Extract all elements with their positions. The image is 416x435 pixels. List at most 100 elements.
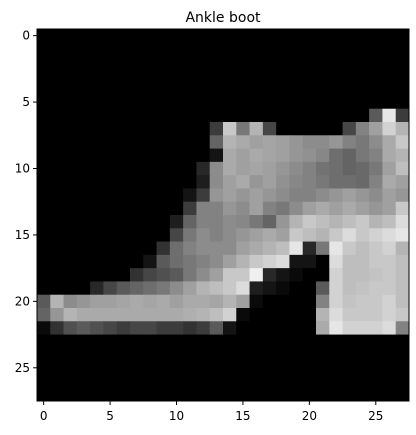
pixel-cell: [116, 308, 131, 322]
pixel-cell: [209, 82, 224, 96]
pixel-cell: [249, 334, 264, 349]
pixel-cell: [316, 215, 330, 229]
pixel-cell: [289, 122, 304, 136]
pixel-cell: [316, 241, 330, 256]
pixel-cell: [63, 254, 78, 269]
pixel-cell: [355, 42, 370, 56]
pixel-cell: [130, 108, 144, 123]
pixel-cell: [50, 215, 64, 229]
pixel-cell: [209, 361, 224, 375]
pixel-cell: [50, 294, 64, 309]
pixel-cell: [209, 268, 224, 282]
pixel-cell: [395, 42, 410, 56]
pixel-cell: [236, 108, 250, 123]
pixel-cell: [262, 308, 277, 322]
pixel-cell: [249, 95, 264, 110]
pixel-cell: [50, 55, 64, 70]
pixel-cell: [50, 42, 64, 56]
pixel-cell: [37, 308, 51, 322]
pixel-cell: [50, 374, 64, 389]
pixel-cell: [302, 29, 317, 43]
pixel-cell: [37, 347, 51, 362]
pixel-cell: [76, 228, 91, 242]
pixel-cell: [90, 135, 104, 149]
pixel-cell: [236, 294, 250, 309]
pixel-cell: [276, 254, 290, 269]
pixel-cell: [116, 161, 131, 176]
pixel-cell: [143, 108, 157, 123]
pixel-cell: [103, 161, 118, 176]
pixel-cell: [116, 82, 131, 96]
pixel-cell: [276, 175, 290, 189]
pixel-cell: [90, 321, 104, 335]
pixel-cell: [342, 387, 357, 402]
pixel-cell: [90, 374, 104, 389]
pixel-cell: [90, 68, 104, 83]
pixel-cell: [130, 42, 144, 56]
pixel-cell: [316, 321, 330, 335]
pixel-cell: [395, 95, 410, 110]
pixel-cell: [50, 361, 64, 375]
pixel-cell: [169, 122, 184, 136]
pixel-cell: [395, 228, 410, 242]
pixel-cell: [76, 122, 91, 136]
pixel-cell: [37, 215, 51, 229]
pixel-cell: [369, 42, 383, 56]
pixel-cell: [116, 188, 131, 203]
pixel-cell: [236, 148, 250, 163]
pixel-cell: [143, 55, 157, 70]
pixel-cell: [369, 122, 383, 136]
pixel-cell: [103, 228, 118, 242]
pixel-cell: [236, 361, 250, 375]
y-tick-label: 20: [15, 294, 30, 308]
pixel-cell: [395, 294, 410, 309]
pixel-cell: [276, 122, 290, 136]
pixel-cell: [289, 148, 304, 163]
pixel-cell: [276, 29, 290, 43]
pixel-cell: [316, 148, 330, 163]
pixel-cell: [196, 268, 211, 282]
pixel-cell: [37, 254, 51, 269]
pixel-cell: [316, 188, 330, 203]
pixel-cell: [302, 68, 317, 83]
pixel-cell: [169, 347, 184, 362]
pixel-cell: [355, 68, 370, 83]
pixel-cell: [223, 161, 237, 176]
pixel-cell: [302, 374, 317, 389]
pixel-cell: [289, 161, 304, 176]
pixel-cell: [223, 281, 237, 296]
pixel-cell: [302, 387, 317, 402]
pixel-cell: [196, 347, 211, 362]
pixel-cell: [395, 321, 410, 335]
pixel-cell: [236, 228, 250, 242]
pixel-cell: [156, 108, 171, 123]
pixel-cell: [369, 334, 383, 349]
pixel-cell: [289, 201, 304, 216]
pixel-cell: [169, 215, 184, 229]
pixel-cell: [130, 95, 144, 110]
pixel-cell: [116, 55, 131, 70]
pixel-cell: [183, 215, 197, 229]
pixel-cell: [342, 55, 357, 70]
pixel-cell: [316, 254, 330, 269]
pixel-cell: [209, 241, 224, 256]
pixel-cell: [130, 201, 144, 216]
pixel-cell: [342, 29, 357, 43]
pixel-cell: [355, 215, 370, 229]
pixel-cell: [329, 374, 343, 389]
pixel-cell: [302, 42, 317, 56]
pixel-cell: [276, 294, 290, 309]
pixel-cell: [276, 215, 290, 229]
pixel-cell: [169, 148, 184, 163]
chart-title: Ankle boot: [185, 10, 261, 26]
pixel-cell: [249, 347, 264, 362]
pixel-cell: [76, 175, 91, 189]
pixel-cell: [37, 95, 51, 110]
pixel-cell: [276, 387, 290, 402]
pixel-cell: [262, 161, 277, 176]
pixel-cell: [143, 294, 157, 309]
pixel-cell: [289, 82, 304, 96]
pixel-cell: [382, 321, 397, 335]
y-tick-label: 15: [15, 228, 30, 242]
pixel-cell: [262, 82, 277, 96]
